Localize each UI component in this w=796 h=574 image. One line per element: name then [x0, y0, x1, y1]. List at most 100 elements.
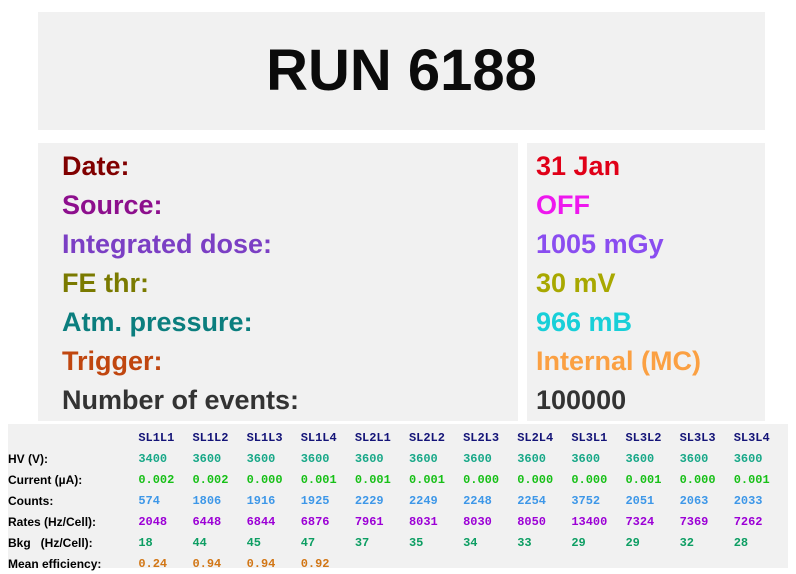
column-header-sl2l3: SL2L3 [463, 430, 500, 445]
table-cell: 8030 [463, 514, 492, 529]
table-cell [463, 553, 517, 574]
table-cell: 0.000 [517, 472, 554, 487]
column-header-sl1l2: SL1L2 [192, 430, 229, 445]
table-cell [734, 553, 788, 574]
table-cell: 7324 [625, 514, 655, 529]
info-label-integrated-dose: Integrated dose: [62, 229, 273, 259]
table-cell: 8031 [408, 514, 438, 529]
table-cell: 2033 [733, 493, 763, 508]
table-cell: 3600 [679, 451, 709, 466]
table-cell: 45 [246, 535, 261, 550]
table-cell: 3600 [408, 451, 438, 466]
table-cell: 0.002 [192, 472, 229, 487]
info-value-trigger: Internal (MC) [536, 346, 701, 376]
info-value-source: OFF [536, 190, 590, 220]
table-body: HV (V): 3400 3600 3600 3600 3600 3600 3600 3600 3… [8, 448, 788, 574]
info-label-trigger: Trigger: [62, 346, 163, 376]
table-cell: 3600 [625, 451, 655, 466]
row-label: HV (V): [8, 451, 48, 466]
info-label-source: Source: [62, 190, 163, 220]
run-title-panel: RUN 6188 [38, 12, 765, 130]
table-cell: 33 [517, 535, 532, 550]
column-header-sl1l3: SL1L3 [246, 430, 283, 445]
table-cell: 6448 [192, 514, 222, 529]
table-cell: 1925 [300, 493, 330, 508]
row-label: Counts: [8, 493, 54, 508]
column-header-sl2l2: SL2L2 [408, 430, 445, 445]
page-title: RUN 6188 [266, 38, 537, 103]
table-cell [517, 553, 571, 574]
table-row: Counts: 574 1806 1916 1925 2229 2249 2248 2254 37… [8, 490, 788, 511]
table-cell [680, 553, 734, 574]
table-cell: 0.001 [625, 472, 662, 487]
table-cell: 32 [679, 535, 694, 550]
table-cell: 7369 [679, 514, 709, 529]
table-row: Current (µA): 0.002 0.002 0.000 0.001 0.001 0.… [8, 469, 788, 490]
table-header-row: SL1L1 SL1L2 SL1L3 SL1L4 SL2L1 SL2L2 SL2L3 SL2L4… [8, 427, 788, 448]
info-value-date: 31 Jan [536, 151, 621, 181]
table-cell: 29 [571, 535, 586, 550]
column-header-sl1l4: SL1L4 [300, 430, 337, 445]
table-cell: 0.92 [300, 556, 330, 571]
table-cell: 3600 [571, 451, 601, 466]
table-cell: 2248 [463, 493, 492, 508]
table-cell: 3752 [571, 493, 601, 508]
table-cell: 1806 [192, 493, 222, 508]
column-header-sl2l1: SL2L1 [354, 430, 391, 445]
table-cell: 3600 [733, 451, 763, 466]
table-cell: 6876 [300, 514, 330, 529]
row-label: Mean efficiency: [8, 556, 102, 571]
table-cell: 3600 [517, 451, 547, 466]
table-cell: 6844 [246, 514, 276, 529]
table-cell: 18 [138, 535, 153, 550]
table-cell: 13400 [571, 514, 608, 529]
table-cell: 2229 [354, 493, 384, 508]
run-info-labels-panel: Date: Source: Integrated dose: FE thr: Atm. … [38, 143, 518, 421]
info-label-number-of-events: Number of events: [62, 385, 300, 415]
table-cell: 1916 [246, 493, 276, 508]
table-cell: 7262 [733, 514, 763, 529]
table-row: Mean efficiency: 0.24 0.94 0.94 0.92 [8, 553, 788, 574]
table-cell: 0.000 [463, 472, 500, 487]
row-label: Bkg (Hz/Cell): [8, 535, 93, 550]
table-cell: 0.24 [138, 556, 168, 571]
table-cell: 35 [408, 535, 424, 550]
table-cell: 0.001 [408, 472, 445, 487]
run-info-label-list: Date: Source: Integrated dose: FE thr: Atm. … [38, 147, 518, 420]
info-value-number-of-events: 100000 [536, 385, 627, 415]
info-label-date: Date: [62, 151, 130, 181]
table-cell: 0.000 [571, 472, 608, 487]
table-cell: 29 [625, 535, 640, 550]
column-header-sl3l3: SL3L3 [679, 430, 716, 445]
run-info-values-panel: 31 Jan OFF 1005 mGy 30 mV 966 mB Internal (MC… [527, 143, 765, 421]
info-value-fe-thr: 30 mV [536, 268, 616, 298]
table-cell: 574 [138, 493, 160, 508]
table-cell: 0.001 [300, 472, 337, 487]
table-cell [571, 553, 625, 574]
table-cell: 28 [733, 535, 749, 550]
table-cell: 0.94 [246, 556, 276, 571]
table-cell: 0.001 [354, 472, 391, 487]
table-cell: 0.000 [246, 472, 283, 487]
table-cell: 2249 [408, 493, 438, 508]
table-cell [625, 553, 679, 574]
table-cell: 2063 [679, 493, 709, 508]
channel-stats-panel: SL1L1 SL1L2 SL1L3 SL1L4 SL2L1 SL2L2 SL2L3 SL2L4… [8, 424, 788, 571]
table-cell: 3600 [192, 451, 222, 466]
table-cell [409, 553, 463, 574]
info-value-integrated-dose: 1005 mGy [536, 229, 664, 259]
column-header-sl3l2: SL3L2 [625, 430, 662, 445]
table-cell: 0.94 [192, 556, 222, 571]
table-cell: 7961 [354, 514, 384, 529]
table-row: HV (V): 3400 3600 3600 3600 3600 3600 3600 3600 3… [8, 448, 788, 469]
table-cell: 3400 [138, 451, 168, 466]
table-cell: 3600 [463, 451, 492, 466]
column-header-sl1l1: SL1L1 [138, 430, 175, 445]
table-cell: 8050 [517, 514, 547, 529]
channel-stats-table: SL1L1 SL1L2 SL1L3 SL1L4 SL2L1 SL2L2 SL2L3 SL2L4… [8, 427, 788, 574]
table-cell [355, 553, 409, 574]
run-info-value-list: 31 Jan OFF 1005 mGy 30 mV 966 mB Internal (MC… [527, 147, 765, 420]
table-cell: 3600 [300, 451, 330, 466]
table-cell: 0.000 [679, 472, 716, 487]
table-cell: 37 [354, 535, 370, 550]
